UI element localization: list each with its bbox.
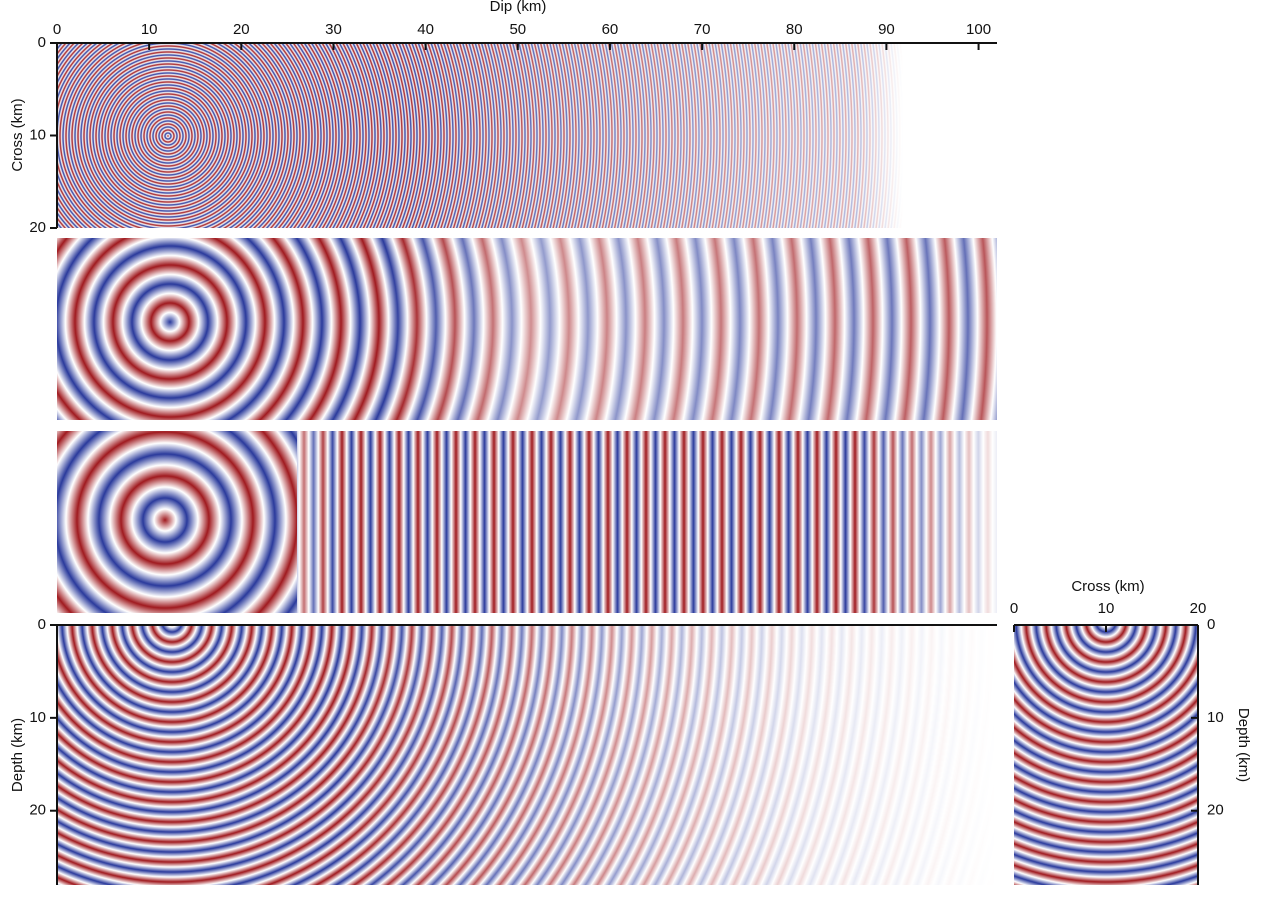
x-tick-label: 10 <box>1098 600 1115 617</box>
wavefield-image <box>57 43 997 228</box>
y-tick-label: 10 <box>29 709 46 726</box>
x-tick-label: 30 <box>325 21 342 38</box>
x-tick-label: 100 <box>966 21 991 38</box>
wavefield-image <box>1014 625 1198 885</box>
x-tick-label: 0 <box>1010 600 1018 617</box>
x-tick-label: 20 <box>1190 600 1207 617</box>
x-tick-label: 50 <box>509 21 526 38</box>
y-tick-label: 0 <box>38 616 46 633</box>
axis-title: Cross (km) <box>1071 578 1144 595</box>
wavefield-image <box>57 625 997 885</box>
wavefield-image <box>57 431 297 613</box>
x-tick-label: 70 <box>694 21 711 38</box>
y-tick-label: 20 <box>29 802 46 819</box>
y-tick-label: 20 <box>1207 802 1224 819</box>
x-tick-label: 10 <box>141 21 158 38</box>
axis-title: Depth (km) <box>1235 708 1252 782</box>
x-tick-label: 0 <box>53 21 61 38</box>
y-tick-label: 20 <box>29 219 46 236</box>
x-tick-label: 60 <box>602 21 619 38</box>
axis-title: Dip (km) <box>490 0 547 15</box>
axis-title: Depth (km) <box>9 718 26 792</box>
wavefield-image <box>57 238 997 420</box>
x-tick-label: 80 <box>786 21 803 38</box>
y-tick-label: 10 <box>29 126 46 143</box>
y-tick-label: 10 <box>1207 709 1224 726</box>
x-tick-label: 40 <box>417 21 434 38</box>
y-tick-label: 0 <box>38 34 46 51</box>
y-tick-label: 0 <box>1207 616 1215 633</box>
x-tick-label: 20 <box>233 21 250 38</box>
axis-title: Cross (km) <box>9 98 26 171</box>
x-tick-label: 90 <box>878 21 895 38</box>
